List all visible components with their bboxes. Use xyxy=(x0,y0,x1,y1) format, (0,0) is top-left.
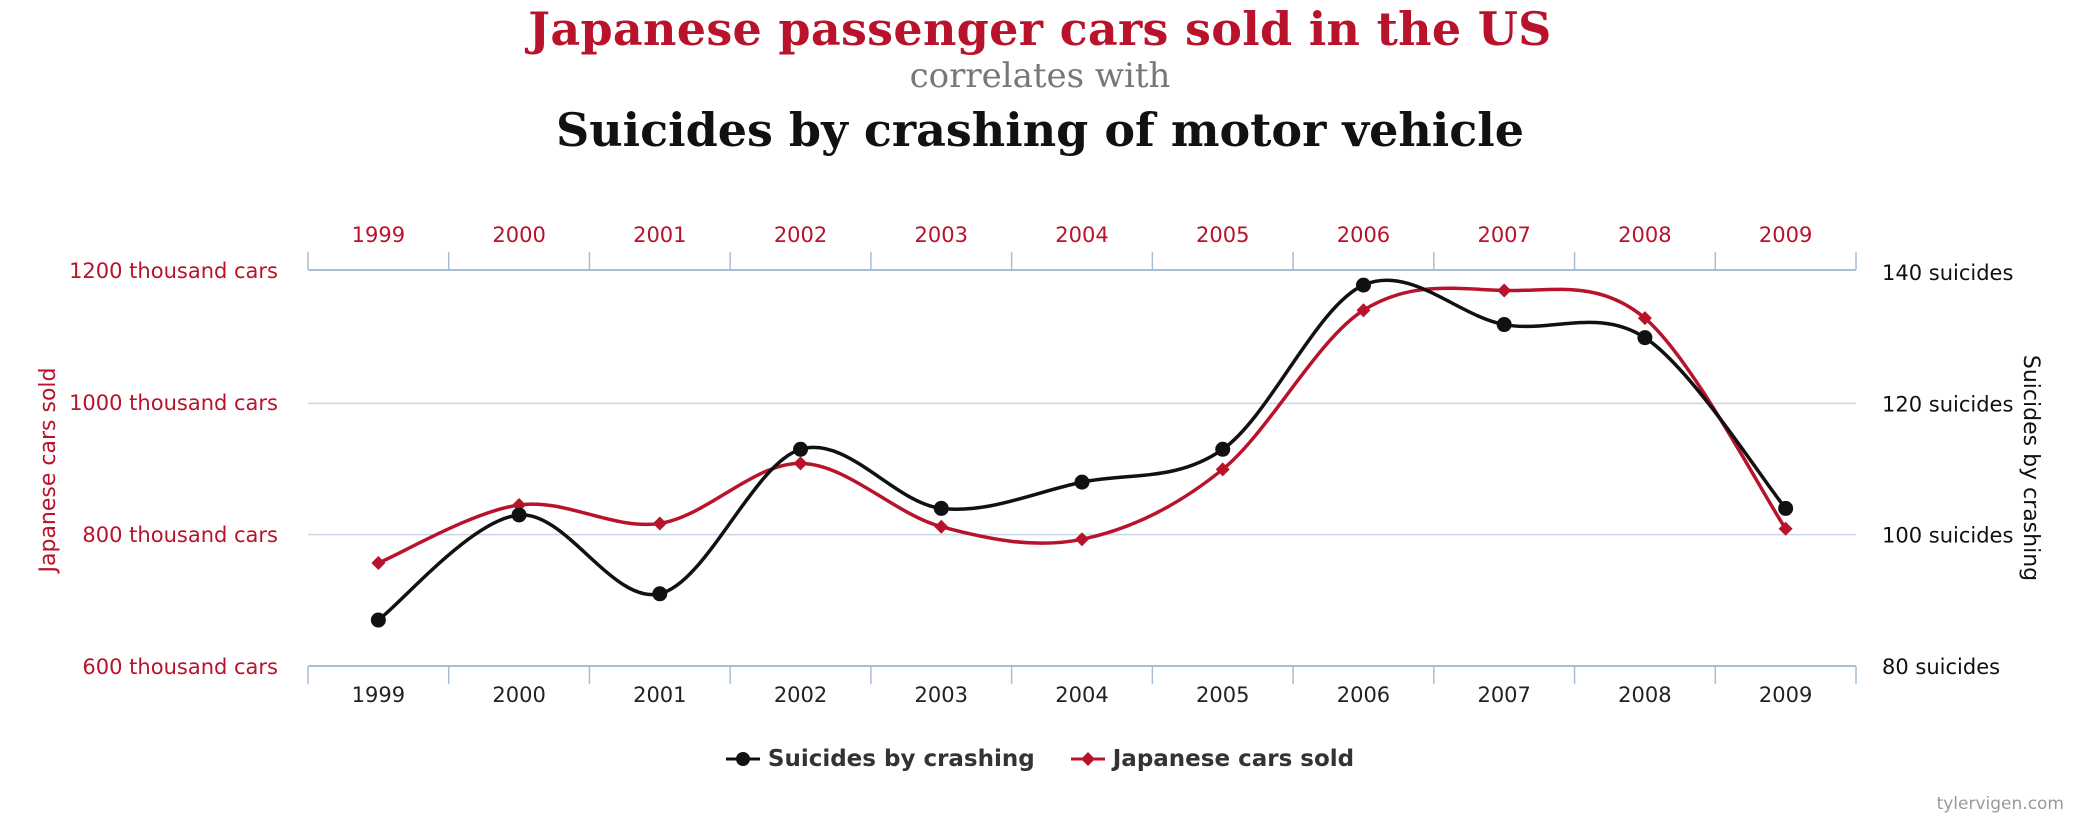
suicides-data-point xyxy=(1215,441,1231,457)
legend-item-suicides[interactable]: Suicides by crashing xyxy=(725,746,1035,772)
cars-data-point xyxy=(934,519,949,534)
legend-label-suicides: Suicides by crashing xyxy=(767,746,1035,772)
cars-data-point xyxy=(1356,303,1371,318)
top-x-tick-label: 1999 xyxy=(352,223,405,247)
top-x-tick-label: 2006 xyxy=(1337,223,1390,247)
top-x-tick-label: 2000 xyxy=(492,223,545,247)
top-x-tick-label: 2002 xyxy=(774,223,827,247)
suicides-series-line xyxy=(377,278,1787,622)
suicides-data-point xyxy=(1778,500,1794,516)
top-x-tick-label: 2009 xyxy=(1759,223,1812,247)
chart-subtitle: Suicides by crashing of motor vehicle xyxy=(555,103,1525,157)
top-x-tick-label: 2007 xyxy=(1477,223,1530,247)
bottom-x-tick-label: 2005 xyxy=(1196,683,1249,707)
right-axis-title: Suicides by crashing xyxy=(2018,355,2043,581)
left-y-tick-label: 1000 thousand cars xyxy=(69,391,278,415)
bottom-x-tick-label: 1999 xyxy=(352,683,405,707)
top-x-tick-label: 2005 xyxy=(1196,223,1249,247)
cars-series-line xyxy=(377,286,1788,565)
right-y-tick-label: 120 suicides xyxy=(1882,392,2013,416)
cars-data-point xyxy=(371,556,386,571)
bottom-x-tick-label: 2000 xyxy=(492,683,545,707)
cars-data-point xyxy=(1075,532,1089,547)
cars-data-point xyxy=(1215,462,1230,477)
left-y-tick-label: 1200 thousand cars xyxy=(69,259,278,283)
suicides-data-point xyxy=(1355,277,1371,293)
suicides-data-point xyxy=(511,507,527,523)
bottom-x-tick-label: 2003 xyxy=(915,683,968,707)
top-x-tick-label: 2008 xyxy=(1618,223,1671,247)
suicides-data-point xyxy=(1074,474,1090,490)
bottom-x-tick-label: 2002 xyxy=(774,683,827,707)
suicides-data-point xyxy=(1496,317,1512,333)
bottom-x-tick-label: 2006 xyxy=(1337,683,1390,707)
bottom-x-tick-label: 2001 xyxy=(633,683,686,707)
chart-title: Japanese passenger cars sold in the US xyxy=(528,2,1552,56)
cars-data-point xyxy=(1637,311,1652,326)
bottom-x-tick-label: 2008 xyxy=(1618,683,1671,707)
legend-label-cars: Japanese cars sold xyxy=(1112,746,1355,772)
legend-diamond-marker xyxy=(1070,752,1105,766)
legend-circle-marker xyxy=(725,752,760,766)
cars-data-point xyxy=(1497,283,1512,298)
left-axis-title: Japanese cars sold xyxy=(36,368,61,575)
bottom-x-tick-label: 2009 xyxy=(1759,683,1812,707)
top-x-tick-label: 2003 xyxy=(915,223,968,247)
cars-data-point xyxy=(652,516,667,531)
watermark: tylervigen.com xyxy=(1936,794,2064,814)
chart-legend: Suicides by crashing Japanese cars sold xyxy=(0,746,2080,772)
suicides-data-point xyxy=(1637,330,1653,346)
cars-data-point xyxy=(1778,521,1793,536)
left-y-tick-label: 800 thousand cars xyxy=(82,523,278,547)
legend-item-cars[interactable]: Japanese cars sold xyxy=(1070,746,1355,772)
suicides-data-point xyxy=(370,612,386,628)
bottom-x-tick-label: 2007 xyxy=(1477,683,1530,707)
suicides-data-point xyxy=(793,441,809,457)
right-y-tick-label: 100 suicides xyxy=(1882,524,2013,548)
top-x-tick-label: 2001 xyxy=(633,223,686,247)
left-y-tick-label: 600 thousand cars xyxy=(82,655,278,679)
suicides-data-point xyxy=(652,586,668,602)
cars-data-point xyxy=(793,456,808,471)
right-y-tick-label: 140 suicides xyxy=(1882,261,2013,285)
bottom-x-tick-label: 2004 xyxy=(1055,683,1108,707)
chart-connector: correlates with xyxy=(909,56,1171,96)
suicides-data-point xyxy=(933,500,949,516)
right-y-tick-label: 80 suicides xyxy=(1882,655,2000,679)
top-x-tick-label: 2004 xyxy=(1055,223,1108,247)
